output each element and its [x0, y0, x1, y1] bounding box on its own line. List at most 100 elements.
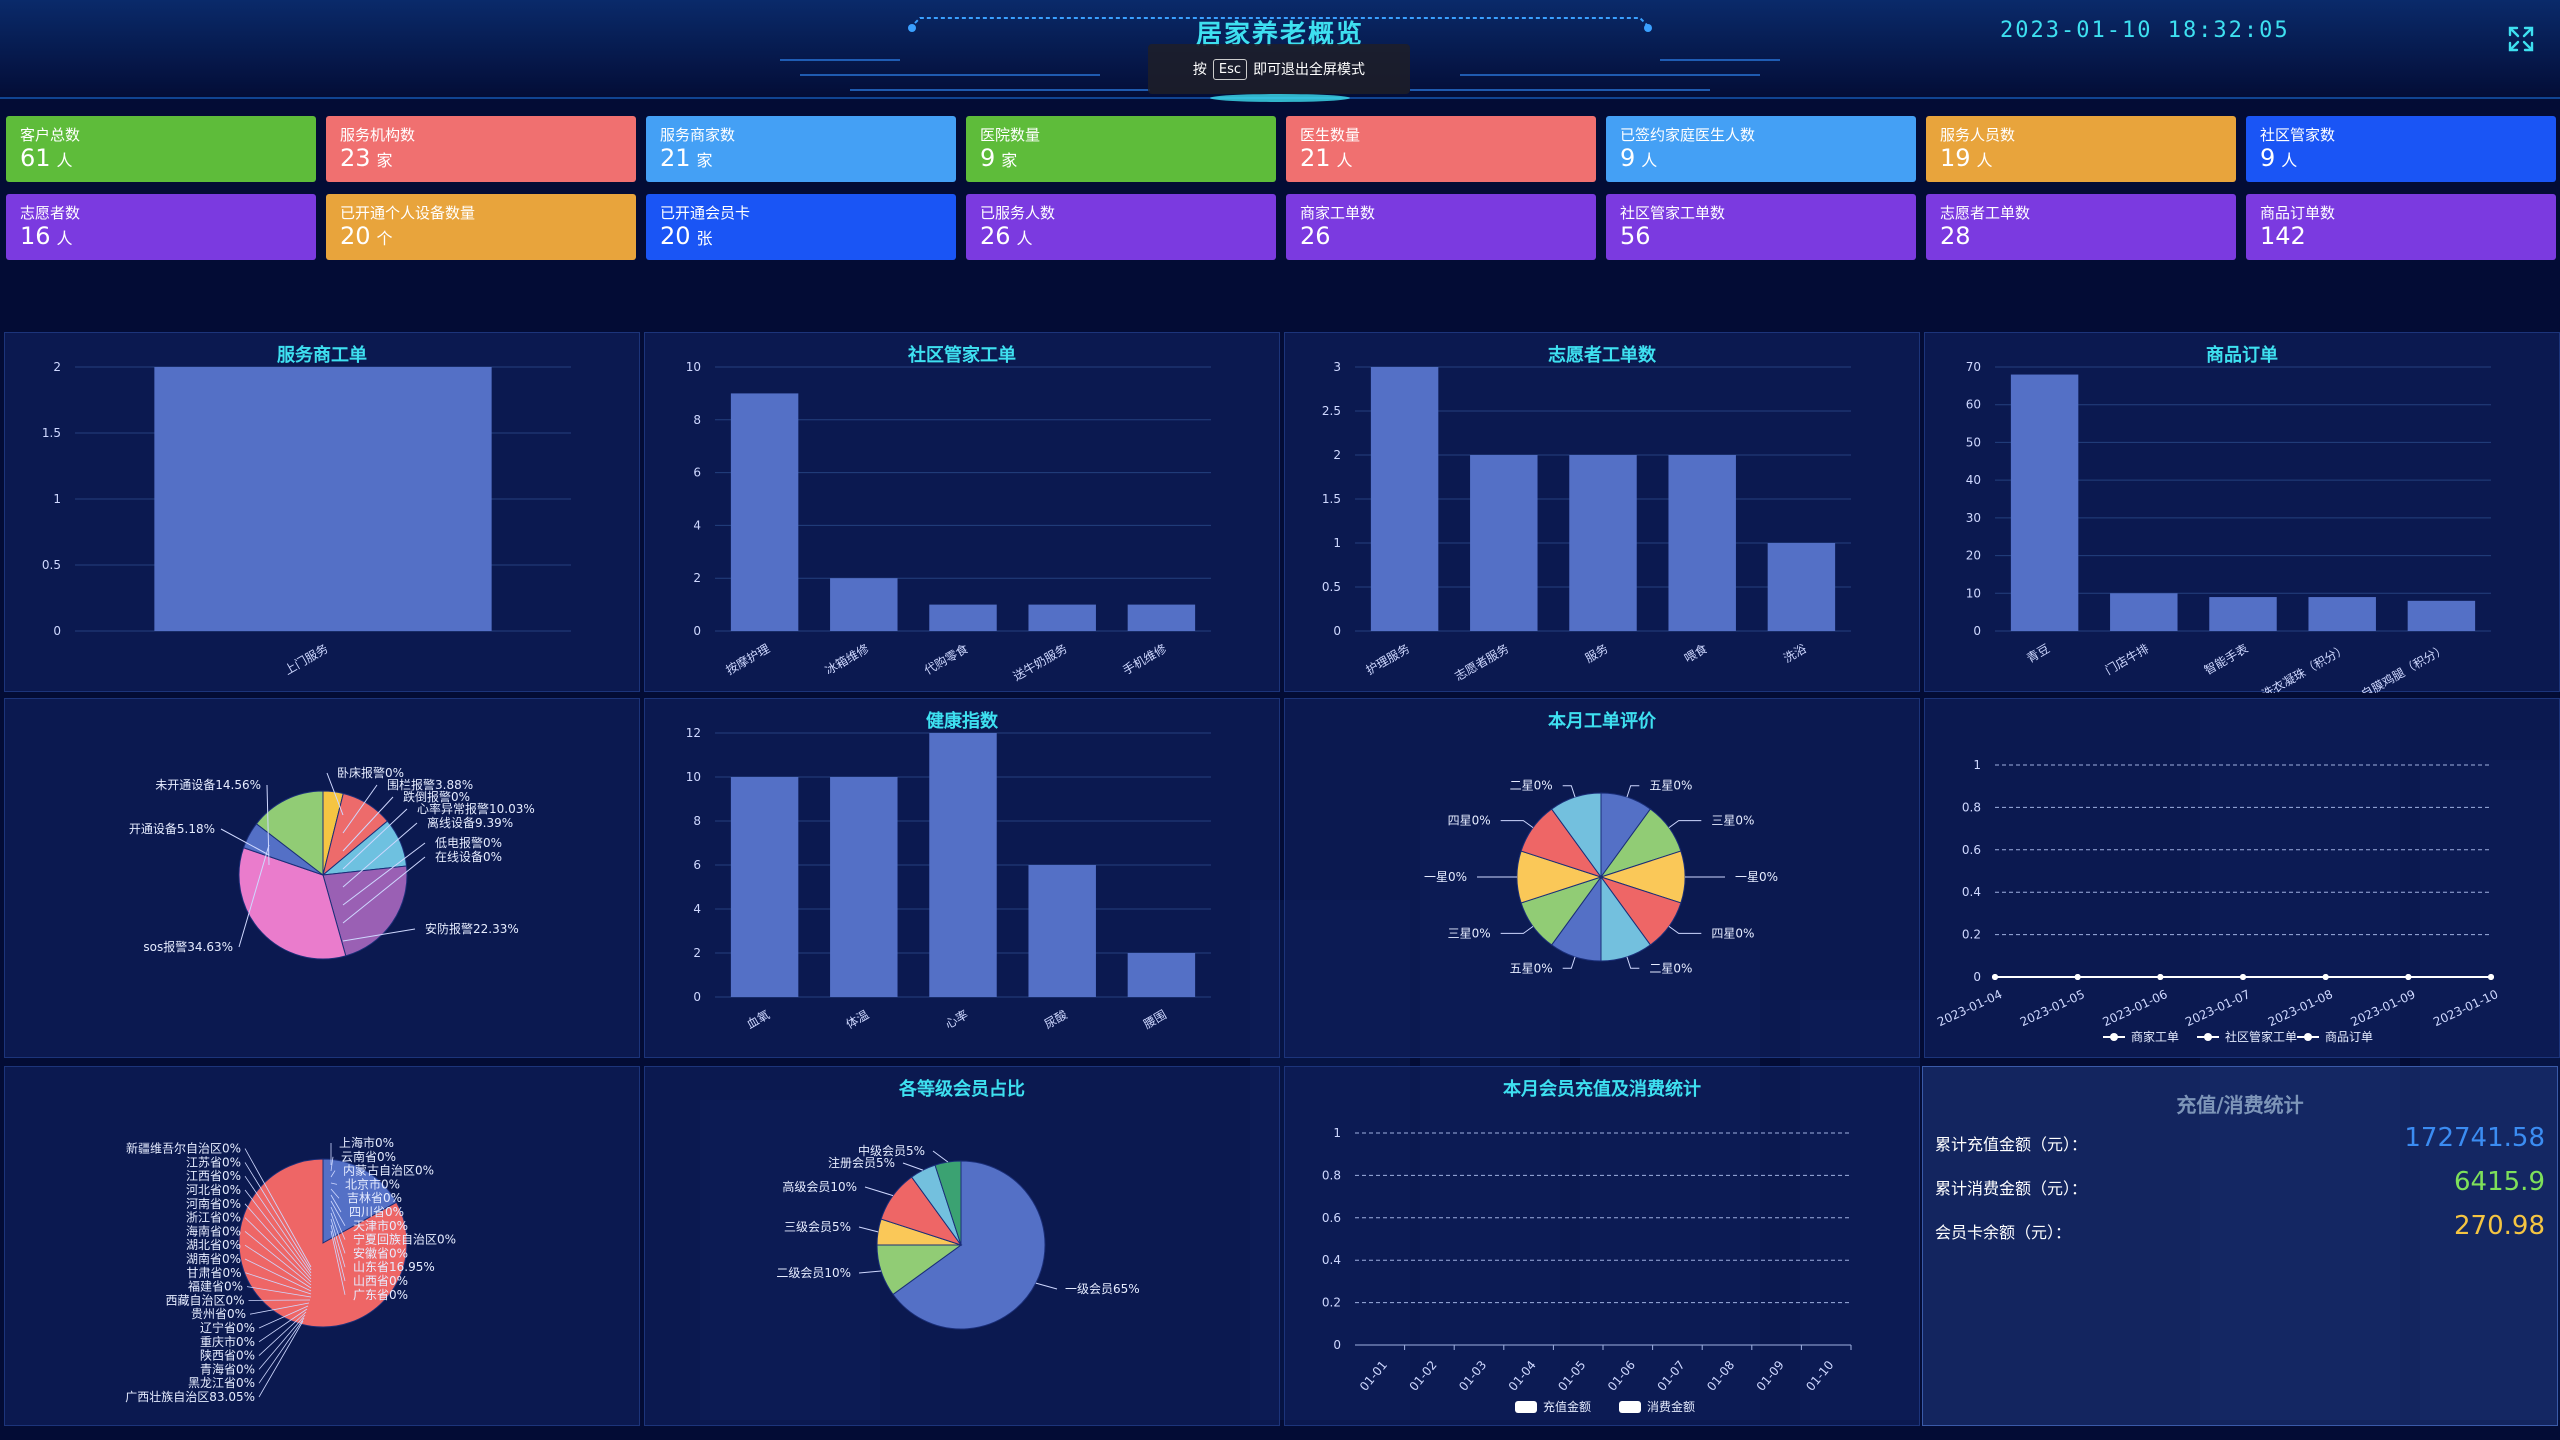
- pie-slice[interactable]: [892, 1160, 1046, 1330]
- x-tick-label: 01-04: [1506, 1358, 1539, 1394]
- label-line: [220, 828, 270, 856]
- label-line: [342, 796, 394, 852]
- bar[interactable]: [1470, 455, 1538, 631]
- stat-card-doctors: 医生数量 21 人: [1286, 116, 1596, 182]
- y-tick-label: 2.5: [1322, 404, 1341, 418]
- bar[interactable]: [154, 367, 492, 631]
- slice-label: 一星0%: [1735, 870, 1778, 884]
- pie-slice[interactable]: [934, 1160, 962, 1246]
- pie-slice[interactable]: [255, 790, 324, 877]
- slice-label: 三星0%: [1711, 814, 1754, 828]
- x-tick-label: 按摩护理: [723, 641, 772, 678]
- bar[interactable]: [1767, 543, 1836, 631]
- label-line: [330, 1230, 346, 1295]
- label-line: [330, 1224, 346, 1282]
- bar[interactable]: [730, 777, 799, 997]
- recharge-chart-panel: 本月会员充值及消费统计 0 0.2 0.4 0.6 0.8 1 01-01 01-02 01-0…: [1284, 1066, 1920, 1426]
- bar[interactable]: [1127, 953, 1196, 997]
- label-line: [244, 1231, 312, 1286]
- volunteer-orders-panel: 志愿者工单数 0 0.5 1 1.5 2 2.5 3 护理服务 志愿者服务 服务 喂食 洗浴: [1284, 332, 1920, 692]
- x-tick-label: 01-03: [1456, 1358, 1489, 1394]
- slice-label: 湖南省0%: [186, 1251, 241, 1266]
- y-tick-label: 0: [1333, 1338, 1341, 1352]
- y-tick-label: 10: [686, 360, 701, 374]
- legend-marker[interactable]: [2204, 1033, 2212, 1041]
- slice-label: 广东省0%: [353, 1288, 408, 1302]
- legend-marker[interactable]: [2304, 1033, 2312, 1041]
- series-point[interactable]: [2074, 974, 2081, 980]
- exit-fullscreen-icon[interactable]: [2508, 26, 2534, 52]
- slice-label: 未开通设备14.56%: [155, 778, 261, 792]
- legend-marker[interactable]: [1619, 1401, 1641, 1413]
- series-point[interactable]: [2157, 974, 2164, 980]
- label-line: [245, 1272, 312, 1295]
- stat-unit: 人: [1016, 229, 1033, 248]
- pie-slice[interactable]: [1550, 792, 1602, 879]
- series-point[interactable]: [2488, 974, 2494, 980]
- bar[interactable]: [2209, 597, 2277, 631]
- bar[interactable]: [1668, 455, 1736, 631]
- card-balance-value: 270.98: [2454, 1211, 2545, 1241]
- bar[interactable]: [2010, 374, 2079, 631]
- esc-tip-prefix: 按: [1192, 62, 1207, 78]
- bar[interactable]: [1370, 367, 1439, 631]
- label-line: [249, 1302, 310, 1315]
- bar[interactable]: [830, 777, 898, 997]
- slice-label: 黑龙江省0%: [188, 1376, 255, 1390]
- series-point[interactable]: [1992, 974, 1998, 980]
- stat-label: 社区管家工单数: [1620, 204, 1726, 222]
- bar[interactable]: [1569, 455, 1637, 631]
- x-tick-label: 尿酸: [1041, 1007, 1069, 1032]
- pie-slice[interactable]: [322, 1158, 398, 1244]
- x-tick-label: 2023-01-07: [2183, 987, 2252, 1029]
- bar[interactable]: [2308, 597, 2376, 631]
- bar[interactable]: [2407, 600, 2476, 631]
- series-point[interactable]: [2405, 974, 2412, 980]
- pie-slice[interactable]: [238, 1158, 408, 1328]
- fullscreen-tip: 按 Esc 即可退出全屏模式: [1148, 44, 1410, 94]
- x-tick-label: 手机维修: [1120, 641, 1169, 678]
- bar[interactable]: [1127, 604, 1196, 631]
- legend-label: 充值金额: [1543, 1399, 1591, 1414]
- legend-label: 商品订单: [2325, 1029, 2373, 1044]
- label-line: [258, 1305, 309, 1329]
- label-line: [266, 784, 270, 866]
- bar[interactable]: [929, 604, 997, 631]
- bar[interactable]: [830, 578, 898, 631]
- slice-label: 一级会员65%: [1065, 1282, 1140, 1296]
- stat-label: 已开通会员卡: [660, 204, 751, 222]
- label-line: [330, 1182, 338, 1185]
- slice-label: 甘肃省0%: [186, 1266, 241, 1280]
- stat-card-goods-orders: 商品订单数 142: [2246, 194, 2556, 260]
- series-point[interactable]: [2322, 974, 2329, 980]
- slice-label: 开通设备5.18%: [129, 822, 215, 836]
- label-line: [330, 1218, 346, 1268]
- bar[interactable]: [1028, 604, 1096, 631]
- legend-marker[interactable]: [2110, 1033, 2118, 1041]
- panel-title: 健康指数: [926, 711, 998, 732]
- stat-card-devices: 已开通个人设备数量 20 个: [326, 194, 636, 260]
- slice-label: 天津市0%: [353, 1218, 408, 1233]
- esc-tip-suffix: 即可退出全屏模式: [1253, 62, 1366, 78]
- label-line: [1626, 785, 1640, 798]
- health-index-chart: 0 2 4 6 8 10 12 血氧 体温 心率 尿酸 腰围: [686, 726, 1211, 1032]
- bar[interactable]: [2110, 593, 2178, 631]
- label-line: [246, 1286, 312, 1298]
- legend-marker[interactable]: [1515, 1401, 1537, 1413]
- header: 居家养老概览 按 Esc 即可退出全屏模式 2023-01-10 18:32:0…: [0, 0, 2560, 100]
- bar[interactable]: [1028, 865, 1096, 997]
- label-line: [258, 1317, 305, 1384]
- pie-slice[interactable]: [238, 847, 347, 960]
- slice-label: 新疆维吾尔自治区0%: [126, 1141, 241, 1156]
- series-point[interactable]: [2240, 974, 2246, 980]
- stat-label: 已签约家庭医生人数: [1620, 126, 1756, 144]
- slice-label: 辽宁省0%: [200, 1320, 255, 1335]
- panel-title: 商品订单: [2206, 345, 2278, 366]
- stat-unit: 人: [2281, 151, 2298, 170]
- stat-label: 服务机构数: [340, 126, 416, 144]
- stat-unit: 人: [1976, 151, 1993, 170]
- bar[interactable]: [730, 393, 799, 631]
- y-tick-label: 60: [1966, 398, 1981, 412]
- bar[interactable]: [929, 733, 997, 997]
- label-line: [342, 822, 418, 888]
